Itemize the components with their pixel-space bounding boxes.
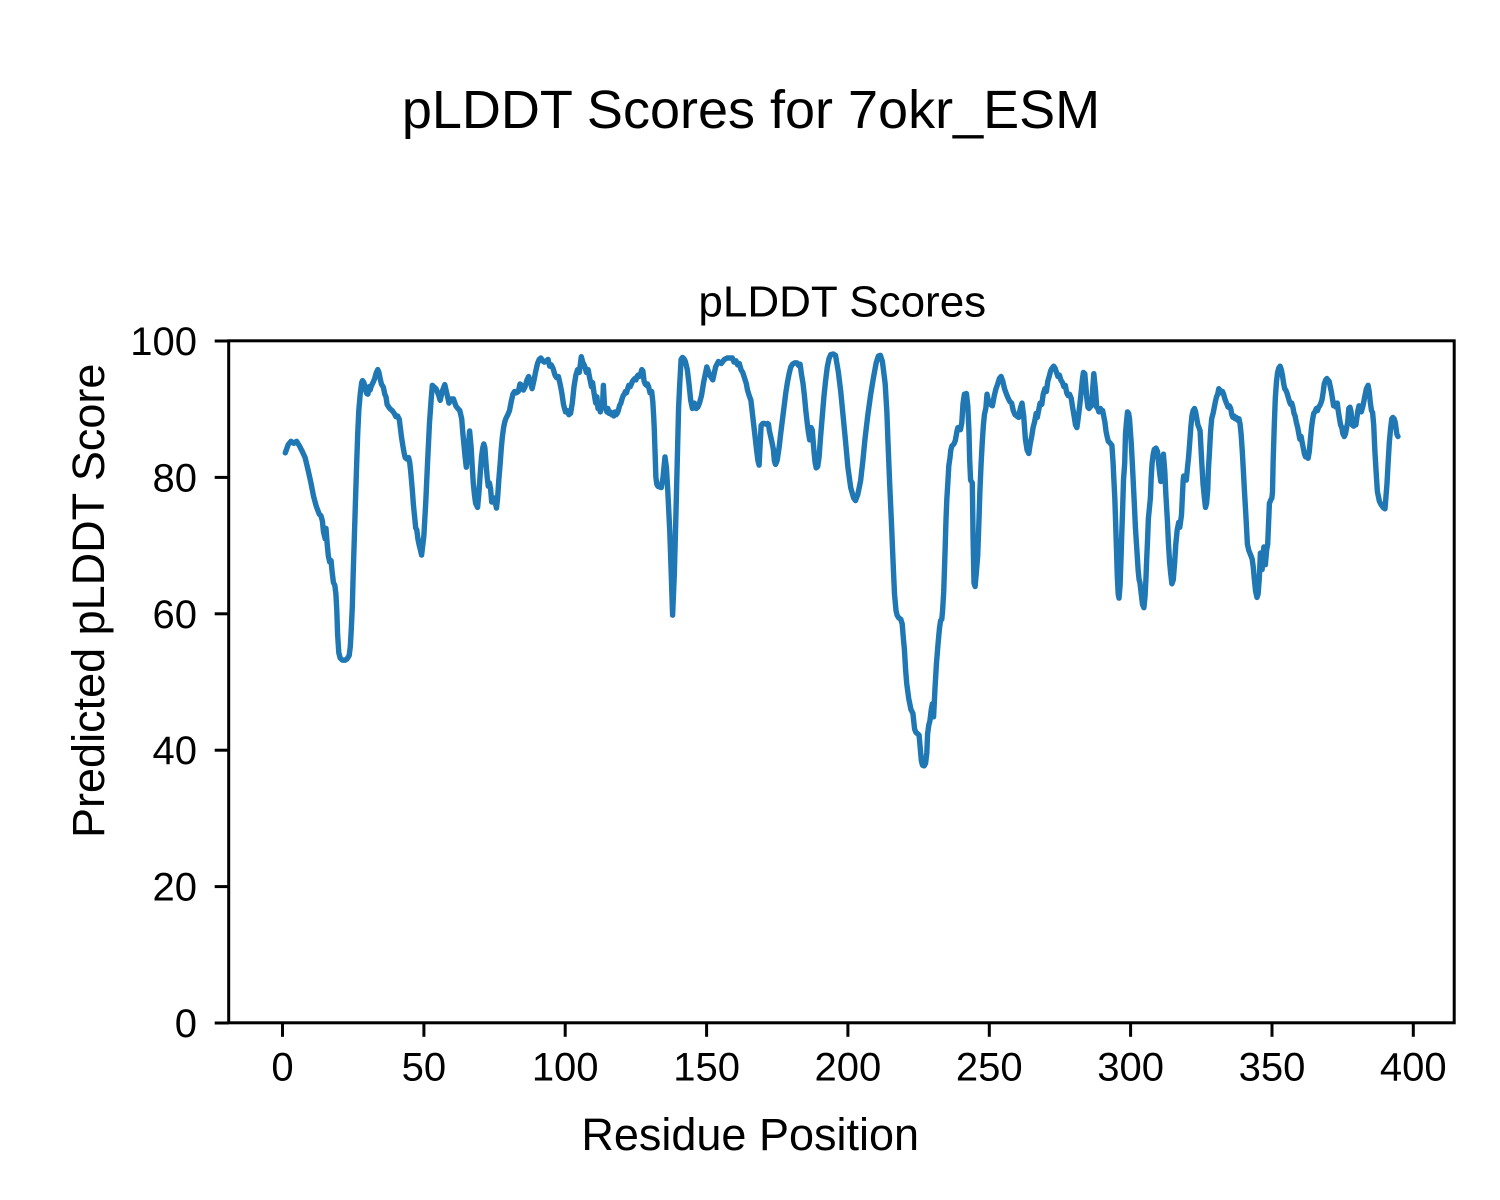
svg-text:0: 0	[175, 1002, 197, 1046]
svg-text:350: 350	[1239, 1046, 1306, 1090]
svg-text:250: 250	[956, 1046, 1023, 1090]
svg-text:80: 80	[153, 456, 198, 500]
svg-text:40: 40	[153, 729, 198, 773]
svg-text:Predicted pLDDT Score: Predicted pLDDT Score	[63, 364, 114, 838]
svg-text:0: 0	[271, 1046, 293, 1090]
svg-text:100: 100	[130, 320, 197, 364]
svg-text:100: 100	[532, 1046, 599, 1090]
svg-text:150: 150	[673, 1046, 740, 1090]
svg-text:60: 60	[153, 593, 198, 637]
svg-text:Residue Position: Residue Position	[581, 1109, 919, 1160]
svg-text:50: 50	[402, 1046, 447, 1090]
svg-text:20: 20	[153, 866, 198, 910]
svg-text:300: 300	[1097, 1046, 1164, 1090]
svg-text:200: 200	[815, 1046, 882, 1090]
svg-text:pLDDT Scores for 7okr_ESM: pLDDT Scores for 7okr_ESM	[402, 80, 1100, 140]
svg-text:pLDDT Scores: pLDDT Scores	[698, 278, 986, 327]
svg-text:400: 400	[1380, 1046, 1447, 1090]
